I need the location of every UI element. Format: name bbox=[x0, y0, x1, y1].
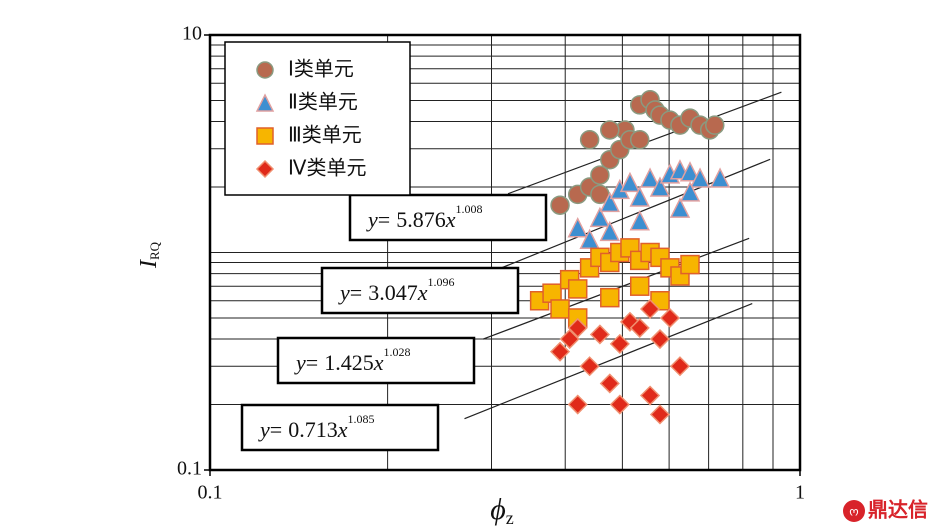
point bbox=[599, 373, 620, 394]
point bbox=[629, 276, 650, 296]
y-tick-label: 0.1 bbox=[177, 458, 202, 480]
equation-exponent: 1.008 bbox=[455, 202, 482, 216]
points bbox=[529, 89, 731, 425]
legend-label: Ⅰ类单元 bbox=[288, 57, 354, 81]
equation-eq: = bbox=[350, 280, 362, 305]
equation-lhs: y bbox=[338, 280, 350, 305]
watermark-icon bbox=[843, 500, 865, 522]
equation-coefficient: 5.876 bbox=[396, 207, 446, 232]
point bbox=[629, 186, 650, 207]
point bbox=[639, 298, 661, 320]
point bbox=[579, 129, 600, 150]
point bbox=[629, 317, 650, 338]
point bbox=[567, 317, 588, 338]
point bbox=[255, 93, 275, 112]
equation-eq: = bbox=[270, 417, 282, 442]
point bbox=[669, 356, 691, 377]
point bbox=[590, 165, 610, 185]
point bbox=[579, 356, 600, 377]
equation-var: x bbox=[373, 350, 384, 375]
watermark-icon-glyph: ო bbox=[849, 505, 858, 519]
point bbox=[649, 328, 671, 350]
equation-lhs: y bbox=[294, 350, 306, 375]
equation-coefficient: 1.425 bbox=[324, 350, 374, 375]
y-axis-label: IRQ bbox=[136, 241, 162, 269]
point bbox=[629, 129, 650, 150]
x-tick-label: 0.1 bbox=[198, 482, 223, 504]
point bbox=[567, 217, 588, 238]
point bbox=[639, 385, 661, 406]
point bbox=[709, 167, 731, 188]
equation-coefficient: 0.713 bbox=[288, 417, 338, 442]
point bbox=[649, 404, 671, 425]
point bbox=[679, 181, 701, 202]
point bbox=[589, 206, 611, 228]
point bbox=[609, 394, 630, 415]
legend-box bbox=[224, 41, 411, 196]
point bbox=[689, 167, 711, 188]
point bbox=[609, 333, 630, 354]
equation-box bbox=[276, 336, 476, 385]
point bbox=[659, 307, 681, 329]
equation: y= 1.425x1.028 bbox=[294, 345, 410, 375]
point bbox=[589, 324, 610, 345]
point bbox=[549, 341, 571, 362]
equation-exponent: 1.028 bbox=[383, 345, 410, 359]
equation-exponent: 1.096 bbox=[427, 275, 454, 289]
point bbox=[679, 161, 701, 182]
equation-var: x bbox=[445, 207, 456, 232]
point bbox=[600, 120, 620, 140]
plot-frame bbox=[208, 33, 802, 472]
point bbox=[256, 127, 274, 145]
equation: y= 0.713x1.085 bbox=[258, 412, 374, 442]
legend-label: Ⅱ类单元 bbox=[288, 90, 358, 114]
point bbox=[600, 287, 620, 308]
equation-box bbox=[348, 193, 548, 242]
equation: y= 3.047x1.096 bbox=[338, 275, 454, 305]
legend-label: Ⅳ类单元 bbox=[288, 156, 366, 180]
equation-exponent: 1.085 bbox=[347, 412, 374, 426]
point bbox=[256, 61, 274, 79]
watermark: 鼎达信 bbox=[868, 498, 928, 522]
point bbox=[559, 328, 580, 350]
point bbox=[599, 191, 621, 213]
point bbox=[619, 171, 641, 193]
equation-box bbox=[240, 403, 440, 452]
y-tick-label: 10 bbox=[182, 23, 202, 45]
equation-lhs: y bbox=[258, 417, 270, 442]
equation-box bbox=[320, 266, 520, 315]
point bbox=[680, 254, 700, 275]
point bbox=[669, 197, 691, 218]
point bbox=[550, 299, 570, 319]
point bbox=[579, 228, 600, 250]
x-tick-label: 1 bbox=[795, 482, 805, 504]
point bbox=[705, 115, 725, 135]
equation: y= 5.876x1.008 bbox=[366, 202, 482, 232]
point bbox=[255, 159, 275, 179]
point bbox=[567, 394, 588, 415]
equation-coefficient: 3.047 bbox=[368, 280, 418, 305]
fit-line bbox=[464, 302, 753, 420]
point bbox=[629, 210, 650, 231]
point bbox=[567, 279, 588, 299]
equation-var: x bbox=[337, 417, 348, 442]
point bbox=[550, 195, 570, 215]
x-axis-label: ϕz bbox=[490, 493, 514, 528]
equation-var: x bbox=[417, 280, 428, 305]
point bbox=[599, 220, 621, 242]
point bbox=[649, 176, 671, 197]
equation-lhs: y bbox=[366, 207, 378, 232]
equation-eq: = bbox=[306, 350, 318, 375]
legend-label: Ⅲ类单元 bbox=[288, 123, 362, 147]
equation-eq: = bbox=[378, 207, 390, 232]
point bbox=[639, 167, 661, 188]
